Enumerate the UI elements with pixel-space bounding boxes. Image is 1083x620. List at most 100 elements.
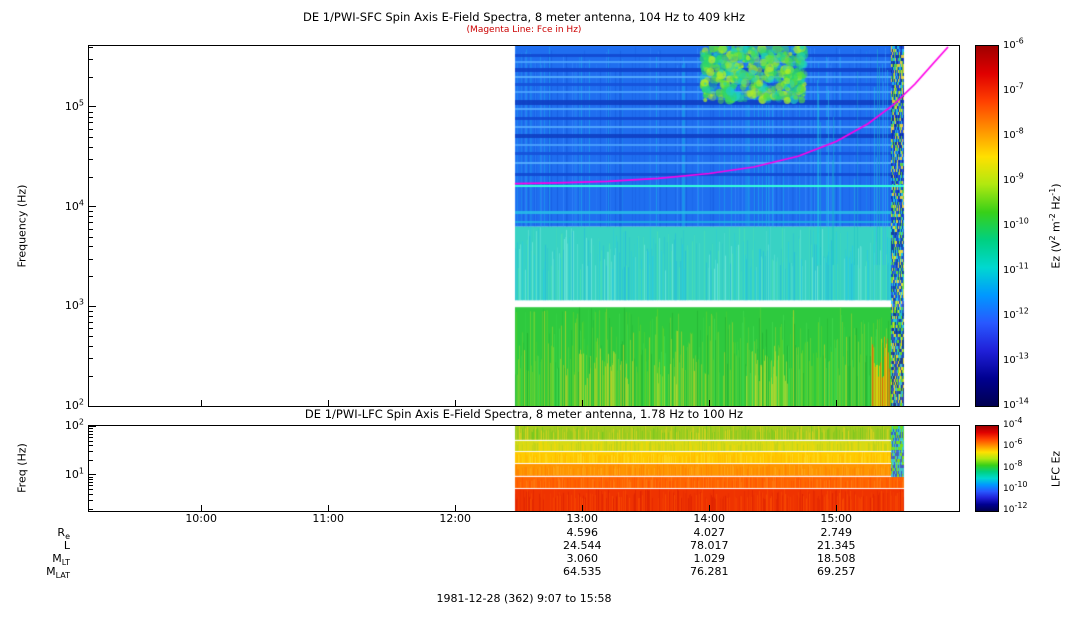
lfc-heatmap-canvas (89, 426, 959, 511)
x-axis-tick-label: 11:00 (312, 512, 345, 525)
lfc-colorbar-label: LFC Ez (1049, 450, 1063, 487)
lfc-colorbar-tick-label: 10-4 (1003, 416, 1023, 430)
x-axis-tick-mark (581, 505, 583, 511)
lfc-y-minor-tick-mark (89, 499, 93, 501)
ephemeris-value: 69.257 (816, 565, 856, 578)
x-axis-tick-mark (327, 505, 329, 511)
sfc-y-minor-tick-mark (89, 76, 93, 78)
sfc-y-minor-tick-mark (89, 228, 93, 230)
lfc-colorbar-tick-label: 10-8 (1003, 458, 1023, 473)
sfc-colorbar-tick-label: 10-14 (1003, 396, 1029, 411)
sfc-y-minor-tick-mark (89, 111, 93, 113)
x-axis-tick-mark (327, 400, 329, 406)
ephemeris-value: 3.060 (566, 552, 598, 565)
lfc-y-tick-label: 101 (64, 465, 84, 481)
x-axis-tick-label: 12:00 (439, 512, 472, 525)
sfc-y-tick-label: 102 (64, 397, 84, 412)
sfc-y-tick-mark (89, 405, 96, 407)
lfc-colorbar-tick-label: 10-6 (1003, 437, 1023, 452)
date-range-caption: 1981-12-28 (362) 9:07 to 15:58 (436, 592, 612, 605)
sfc-y-minor-tick-mark (89, 116, 93, 118)
sfc-y-minor-tick-mark (89, 122, 93, 124)
x-axis-tick-mark (708, 505, 710, 511)
lfc-y-minor-tick-mark (89, 440, 93, 442)
sfc-y-minor-tick-mark (89, 310, 93, 312)
lfc-y-minor-tick-mark (89, 485, 93, 487)
ephemeris-row-label: L (63, 539, 70, 552)
sfc-colorbar-label: Ez (V2 m-2 Hz-1) (1047, 183, 1063, 269)
sfc-y-tick-label: 103 (64, 297, 84, 313)
lfc-y-minor-tick-mark (89, 508, 93, 510)
lfc-y-minor-tick-mark (89, 479, 93, 481)
x-axis-tick-label: 14:00 (693, 512, 726, 525)
sfc-y-minor-tick-mark (89, 258, 93, 260)
lfc-y-minor-tick-mark (89, 451, 93, 453)
sfc-colorbar-tick-label: 10-6 (1003, 36, 1024, 51)
lfc-colorbar-tick-label: 10-12 (1003, 501, 1028, 515)
sfc-y-minor-tick-mark (89, 222, 93, 224)
lfc-y-minor-tick-mark (89, 445, 93, 447)
ephemeris-value: 64.535 (562, 565, 602, 578)
sfc-y-tick-label: 104 (64, 197, 84, 213)
sfc-colorbar-tick-label: 10-7 (1003, 81, 1024, 96)
ephemeris-row-label: Re (57, 526, 70, 542)
x-axis-tick-label: 15:00 (820, 512, 853, 525)
sfc-colorbar (975, 45, 999, 407)
sfc-y-minor-tick-mark (89, 129, 93, 131)
ephemeris-value: 1.029 (693, 552, 725, 565)
x-axis-tick-mark (835, 505, 837, 511)
lfc-y-minor-tick-mark (89, 436, 93, 438)
x-axis-tick-mark (708, 400, 710, 406)
x-axis-tick-mark (454, 400, 456, 406)
lfc-y-minor-tick-mark (89, 489, 93, 491)
sfc-y-tick-label: 105 (64, 98, 84, 113)
x-axis-tick-label: 13:00 (566, 512, 599, 525)
x-axis-tick-mark (835, 400, 837, 406)
sfc-y-minor-tick-mark (89, 328, 93, 330)
sfc-y-tick-mark (89, 305, 96, 307)
lfc-y-tick-label: 102 (64, 417, 84, 432)
lfc-spectrogram-panel (88, 425, 960, 512)
sfc-y-minor-tick-mark (89, 276, 93, 278)
ephemeris-value: 21.345 (816, 539, 856, 552)
lfc-colorbar (975, 425, 999, 512)
lfc-y-minor-tick-mark (89, 459, 93, 461)
lfc-title: DE 1/PWI-LFC Spin Axis E-Field Spectra, … (304, 407, 744, 421)
lfc-y-minor-tick-mark (89, 430, 93, 432)
x-axis-tick-mark (200, 505, 202, 511)
sfc-colorbar-tick-label: 10-12 (1003, 306, 1029, 321)
ephemeris-value: 2.749 (820, 526, 852, 539)
lfc-colorbar-tick-label: 10-10 (1003, 479, 1028, 494)
x-axis-tick-mark (581, 400, 583, 406)
sfc-y-minor-tick-mark (89, 358, 93, 360)
sfc-y-minor-tick-mark (89, 211, 93, 213)
sfc-y-minor-tick-mark (89, 345, 93, 347)
sfc-spectrogram-panel (88, 45, 960, 407)
sfc-title: DE 1/PWI-SFC Spin Axis E-Field Spectra, … (302, 10, 746, 24)
ephemeris-value: 24.544 (562, 539, 602, 552)
sfc-y-tick-mark (89, 106, 96, 108)
sfc-y-minor-tick-mark (89, 176, 93, 178)
sfc-subtitle: (Magenta Line: Fce in Hz) (466, 25, 582, 35)
sfc-colorbar-tick-label: 10-13 (1003, 351, 1029, 366)
ephemeris-value: 4.027 (693, 526, 725, 539)
lfc-y-minor-tick-mark (89, 433, 93, 435)
sfc-y-tick-mark (89, 206, 96, 208)
lfc-y-minor-tick-mark (89, 428, 93, 430)
sfc-y-minor-tick-mark (89, 321, 93, 323)
ephemeris-row-label: MLAT (46, 565, 70, 581)
sfc-y-minor-tick-mark (89, 59, 93, 61)
sfc-colorbar-tick-label: 10-8 (1003, 126, 1024, 141)
sfc-colorbar-tick-label: 10-10 (1003, 216, 1029, 231)
sfc-y-minor-tick-mark (89, 246, 93, 248)
x-axis-tick-mark (200, 400, 202, 406)
sfc-y-minor-tick-mark (89, 146, 93, 148)
lfc-y-minor-tick-mark (89, 482, 93, 484)
lfc-y-tick-mark (89, 474, 96, 476)
ephemeris-value: 18.508 (816, 552, 856, 565)
lfc-y-tick-mark (89, 425, 96, 427)
sfc-y-minor-tick-mark (89, 46, 93, 48)
sfc-y-minor-tick-mark (89, 136, 93, 138)
ephemeris-row-label: MLT (52, 552, 70, 568)
sfc-y-minor-tick-mark (89, 236, 93, 238)
